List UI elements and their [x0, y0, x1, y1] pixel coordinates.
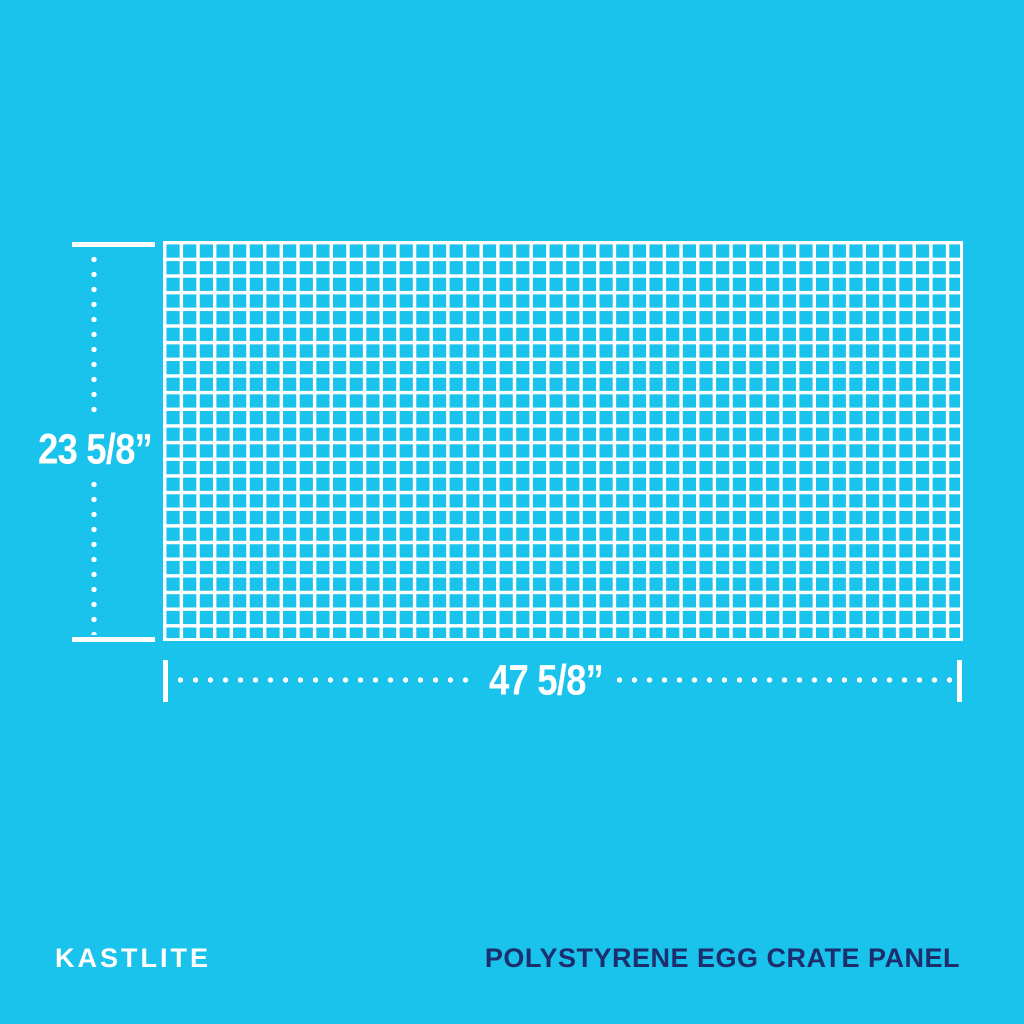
width-dim-dotted-line-right — [612, 677, 952, 683]
egg-crate-grid — [163, 241, 963, 641]
width-dimension-label: 47 5/8” — [489, 656, 604, 705]
height-dim-dotted-line-lower — [91, 477, 97, 635]
width-dim-left-tick — [163, 660, 168, 702]
width-dim-dotted-line-left — [173, 677, 476, 683]
height-dimension-label: 23 5/8” — [38, 425, 153, 474]
product-title: POLYSTYRENE EGG CRATE PANEL — [484, 943, 960, 973]
height-dim-top-tick — [72, 242, 155, 247]
height-dim-bottom-tick — [72, 637, 155, 642]
brand-logo: KASTLITE — [55, 943, 211, 973]
width-dim-right-tick — [957, 660, 962, 702]
height-dim-dotted-line-upper — [91, 252, 97, 422]
